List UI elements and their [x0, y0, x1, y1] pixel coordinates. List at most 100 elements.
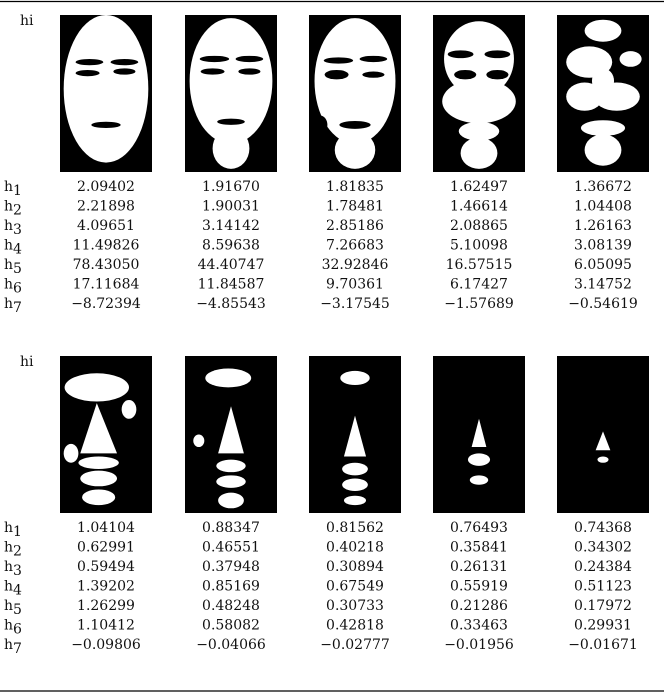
row-name: h — [4, 579, 13, 595]
cell-value: 0.40218 — [326, 540, 384, 556]
face-region — [193, 435, 204, 448]
cell-value: 0.33463 — [450, 618, 508, 634]
table-figure: hih12.094021.916701.818351.624971.36672h… — [0, 0, 664, 693]
row-subscript: 1 — [13, 524, 22, 540]
cell-value: −3.17545 — [320, 296, 390, 312]
row-name: h — [4, 218, 13, 234]
face-region — [200, 56, 229, 62]
cell-value: 1.26163 — [574, 218, 632, 234]
cell-value: 11.84587 — [198, 277, 265, 293]
row-subscript: 7 — [13, 641, 22, 657]
face-region — [339, 121, 370, 129]
cell-value: 2.85186 — [326, 218, 384, 234]
face-region — [485, 50, 511, 58]
face-region — [344, 496, 366, 505]
face-region — [581, 120, 625, 136]
face-region — [76, 59, 104, 65]
cell-value: 2.08865 — [450, 218, 508, 234]
face-region — [461, 137, 498, 168]
row-name: h — [4, 238, 13, 254]
cell-value: 32.92846 — [322, 257, 389, 273]
face-region — [64, 15, 149, 163]
cell-value: 6.05095 — [574, 257, 632, 273]
cell-value: −0.02777 — [320, 637, 390, 653]
face-region — [201, 68, 225, 74]
row-name: h — [4, 618, 13, 634]
cell-value: 1.81835 — [326, 179, 384, 195]
cell-value: 1.90031 — [202, 199, 260, 215]
cell-value: 0.29931 — [574, 618, 632, 634]
row-subscript: 3 — [13, 222, 22, 238]
row-name: h — [4, 559, 13, 575]
cell-value: 0.59494 — [77, 559, 135, 575]
cell-value: 5.10098 — [450, 238, 508, 254]
cell-value: 0.48248 — [202, 598, 260, 614]
face-region — [218, 493, 244, 509]
face-image — [60, 15, 152, 172]
cell-value: 1.78481 — [326, 199, 384, 215]
face-region — [236, 56, 264, 62]
face-region — [325, 70, 349, 79]
cell-value: 8.59638 — [202, 238, 260, 254]
cell-value: 0.58082 — [202, 618, 260, 634]
face-image — [185, 15, 277, 172]
row-name: h — [4, 277, 13, 293]
cell-value: 0.85169 — [202, 579, 260, 595]
row-subscript: 2 — [13, 544, 22, 560]
face-region — [486, 70, 508, 79]
face-region — [340, 371, 369, 385]
cell-value: 0.67549 — [326, 579, 384, 595]
face-image — [557, 356, 649, 513]
row-name: h — [4, 179, 13, 195]
cell-value: 1.62497 — [450, 179, 508, 195]
cell-value: 0.62991 — [77, 540, 135, 556]
face-region — [468, 453, 490, 466]
face-region — [76, 70, 100, 76]
cell-value: 3.14752 — [574, 277, 632, 293]
row-name: h — [4, 199, 13, 215]
face-region — [217, 119, 245, 125]
row-label: hi — [20, 13, 34, 29]
cell-value: 9.70361 — [326, 277, 384, 293]
cell-value: 78.43050 — [73, 257, 140, 273]
cell-value: 1.36672 — [574, 179, 632, 195]
face-region — [82, 489, 115, 505]
face-region — [448, 50, 474, 58]
face-region — [91, 122, 120, 128]
cell-value: 11.49826 — [73, 238, 140, 254]
row-subscript: 1 — [13, 183, 22, 199]
cell-value: 0.37948 — [202, 559, 260, 575]
cell-value: 1.39202 — [77, 579, 135, 595]
row-name: h — [4, 257, 13, 273]
face-region — [216, 475, 245, 488]
cell-value: 3.14142 — [202, 218, 260, 234]
row-subscript: 5 — [13, 261, 22, 277]
face-region — [205, 369, 251, 388]
cell-value: 4.09651 — [77, 218, 135, 234]
face-region — [470, 475, 488, 484]
cell-value: 1.10412 — [77, 618, 135, 634]
row-label: hi — [20, 354, 34, 370]
cell-value: 3.08139 — [574, 238, 632, 254]
face-region — [592, 68, 614, 93]
face-region — [113, 68, 135, 74]
cell-value: 0.34302 — [574, 540, 632, 556]
face-region — [190, 18, 273, 144]
row-name: h — [4, 540, 13, 556]
cell-value: 7.26683 — [326, 238, 384, 254]
face-region — [238, 68, 260, 74]
face-region — [80, 471, 117, 487]
face-region — [335, 131, 375, 169]
cell-value: −4.85543 — [196, 296, 266, 312]
row-subscript: 2 — [13, 203, 22, 219]
cell-value: 1.04408 — [574, 199, 632, 215]
cell-value: −0.01956 — [444, 637, 514, 653]
face-region — [585, 20, 622, 42]
face-image — [433, 356, 525, 513]
face-region — [597, 456, 608, 462]
cell-value: −0.54619 — [568, 296, 638, 312]
cell-value: 2.09402 — [77, 179, 135, 195]
face-region — [362, 72, 384, 78]
row-name: h — [4, 598, 13, 614]
cell-value: 0.24384 — [574, 559, 632, 575]
